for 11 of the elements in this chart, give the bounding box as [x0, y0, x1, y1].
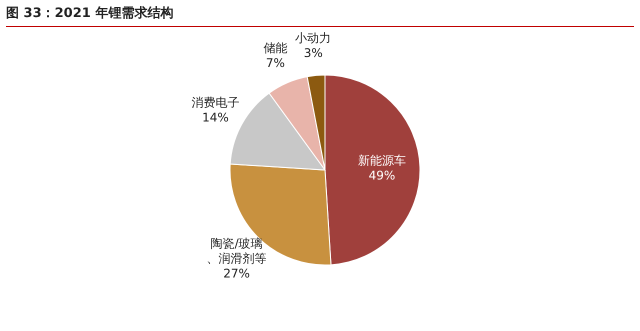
data-label: 3% [304, 46, 323, 60]
slice-label: 小动力 [295, 31, 332, 46]
data-label: 49% [368, 168, 396, 183]
slice-label: 陶瓷/玻璃、润滑剂等 [206, 236, 267, 266]
data-label: 7% [266, 56, 285, 70]
slice-label: 储能 [263, 40, 288, 55]
slice-label: 新能源车 [358, 154, 406, 168]
chart-title: 图 33：2021 年锂需求结构 [6, 5, 174, 22]
data-label: 27% [223, 266, 250, 280]
slice-label: 消费电子 [191, 95, 240, 110]
data-label: 14% [202, 110, 229, 124]
